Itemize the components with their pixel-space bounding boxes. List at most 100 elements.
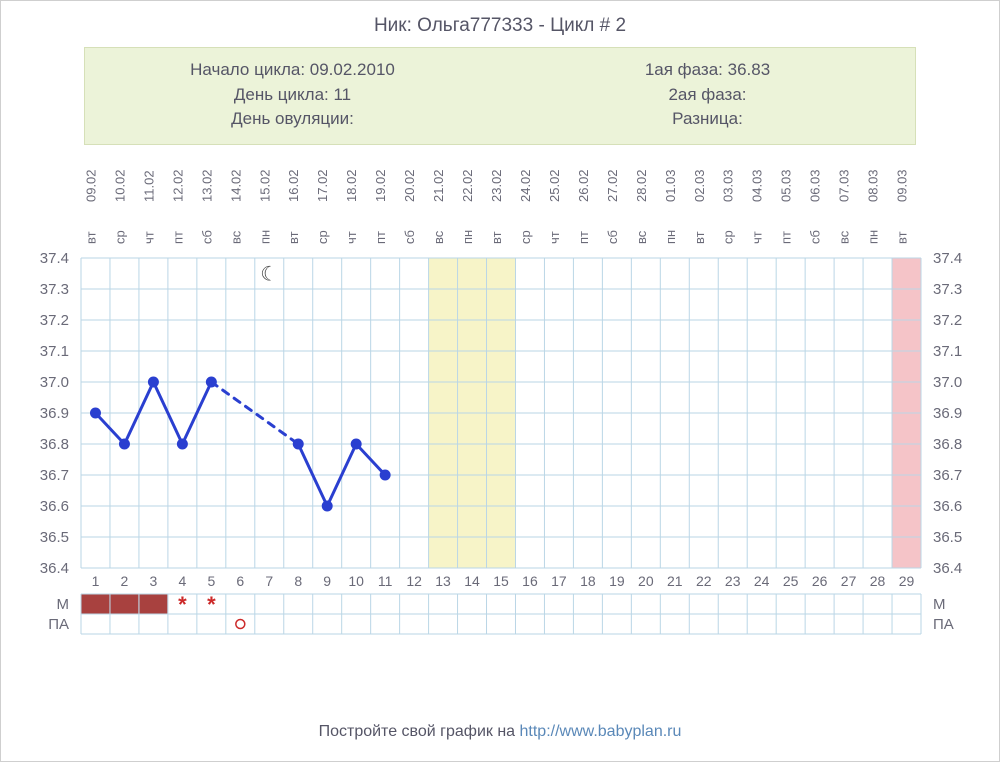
svg-text:ср: ср (518, 230, 533, 244)
svg-text:ср: ср (721, 230, 736, 244)
svg-text:21.02: 21.02 (431, 169, 446, 202)
svg-text:37.0: 37.0 (933, 374, 962, 391)
svg-text:03.03: 03.03 (721, 169, 736, 202)
svg-text:37.1: 37.1 (40, 343, 69, 360)
footer-link[interactable]: http://www.babyplan.ru (520, 723, 682, 740)
svg-text:М: М (57, 596, 70, 613)
svg-text:вс: вс (228, 230, 243, 244)
svg-text:37.2: 37.2 (40, 312, 69, 329)
svg-text:37.3: 37.3 (933, 281, 962, 298)
svg-text:37.2: 37.2 (933, 312, 962, 329)
ovulation-day: День овуляции: (85, 107, 500, 132)
svg-text:*: * (207, 592, 216, 617)
svg-text:13.02: 13.02 (199, 169, 214, 202)
svg-text:36.6: 36.6 (40, 498, 69, 515)
svg-text:пн: пн (460, 230, 475, 244)
svg-text:36.4: 36.4 (40, 560, 69, 577)
svg-text:14: 14 (464, 573, 480, 589)
svg-text:16: 16 (522, 573, 538, 589)
svg-text:26.02: 26.02 (576, 169, 591, 202)
svg-text:пт: пт (779, 231, 794, 244)
svg-text:вс: вс (837, 230, 852, 244)
svg-text:16.02: 16.02 (286, 169, 301, 202)
svg-text:вт: вт (692, 231, 707, 244)
svg-text:01.03: 01.03 (663, 169, 678, 202)
svg-text:28: 28 (870, 573, 886, 589)
svg-text:36.9: 36.9 (933, 405, 962, 422)
svg-text:ПА: ПА (48, 616, 69, 633)
svg-text:чт: чт (344, 231, 359, 244)
svg-text:15: 15 (493, 573, 509, 589)
svg-text:17.02: 17.02 (315, 169, 330, 202)
svg-text:12: 12 (406, 573, 422, 589)
svg-text:13: 13 (435, 573, 451, 589)
svg-text:37.0: 37.0 (40, 374, 69, 391)
svg-text:19.02: 19.02 (373, 169, 388, 202)
svg-text:24.02: 24.02 (518, 169, 533, 202)
svg-text:25.02: 25.02 (547, 169, 562, 202)
svg-text:28.02: 28.02 (634, 169, 649, 202)
svg-text:22.02: 22.02 (460, 169, 475, 202)
svg-text:9: 9 (323, 573, 331, 589)
svg-text:20: 20 (638, 573, 654, 589)
svg-text:пт: пт (373, 231, 388, 244)
svg-text:17: 17 (551, 573, 567, 589)
svg-text:вт: вт (489, 231, 504, 244)
svg-text:36.7: 36.7 (40, 467, 69, 484)
svg-text:24: 24 (754, 573, 770, 589)
svg-text:вт: вт (83, 231, 98, 244)
svg-text:23: 23 (725, 573, 741, 589)
footer-note: Постройте свой график на http://www.baby… (1, 713, 999, 741)
phase-1: 1ая фаза: 36.83 (500, 58, 915, 83)
svg-text:чт: чт (750, 231, 765, 244)
svg-text:10: 10 (348, 573, 364, 589)
svg-text:36.9: 36.9 (40, 405, 69, 422)
svg-text:сб: сб (199, 230, 214, 244)
svg-text:09.03: 09.03 (895, 169, 910, 202)
svg-text:☾: ☾ (260, 263, 278, 285)
svg-text:06.03: 06.03 (808, 169, 823, 202)
svg-text:сб: сб (402, 230, 417, 244)
svg-text:36.6: 36.6 (933, 498, 962, 515)
svg-text:7: 7 (265, 573, 273, 589)
svg-text:09.02: 09.02 (83, 169, 98, 202)
svg-text:36.5: 36.5 (933, 529, 962, 546)
svg-text:27.02: 27.02 (605, 169, 620, 202)
svg-text:пт: пт (170, 231, 185, 244)
svg-text:36.7: 36.7 (933, 467, 962, 484)
svg-text:сб: сб (808, 230, 823, 244)
svg-text:36.5: 36.5 (40, 529, 69, 546)
svg-text:37.3: 37.3 (40, 281, 69, 298)
cycle-start: Начало цикла: 09.02.2010 (85, 58, 500, 83)
svg-text:20.02: 20.02 (402, 169, 417, 202)
bbt-chart: 36.436.436.536.536.636.636.736.736.836.8… (1, 153, 1000, 713)
svg-text:21: 21 (667, 573, 683, 589)
svg-text:11: 11 (378, 573, 393, 589)
svg-text:пт: пт (576, 231, 591, 244)
svg-text:12.02: 12.02 (170, 169, 185, 202)
cycle-info-box: Начало цикла: 09.02.2010 День цикла: 11 … (84, 47, 916, 145)
info-col-right: 1ая фаза: 36.83 2ая фаза: Разница: (500, 58, 915, 132)
svg-text:37.4: 37.4 (933, 250, 962, 267)
svg-text:пн: пн (257, 230, 272, 244)
svg-text:02.03: 02.03 (692, 169, 707, 202)
svg-text:8: 8 (294, 573, 302, 589)
svg-text:*: * (178, 592, 187, 617)
page-title: Ник: Ольга777333 - Цикл # 2 (1, 1, 999, 47)
svg-text:07.03: 07.03 (837, 169, 852, 202)
svg-text:22: 22 (696, 573, 712, 589)
svg-text:36.4: 36.4 (933, 560, 962, 577)
cycle-day: День цикла: 11 (85, 83, 500, 108)
svg-text:18.02: 18.02 (344, 169, 359, 202)
svg-text:36.8: 36.8 (40, 436, 69, 453)
svg-text:08.03: 08.03 (866, 169, 881, 202)
svg-text:5: 5 (207, 573, 215, 589)
svg-text:6: 6 (236, 573, 244, 589)
phase-diff: Разница: (500, 107, 915, 132)
svg-text:37.4: 37.4 (40, 250, 69, 267)
svg-text:26: 26 (812, 573, 828, 589)
svg-text:18: 18 (580, 573, 596, 589)
svg-text:05.03: 05.03 (779, 169, 794, 202)
svg-text:37.1: 37.1 (933, 343, 962, 360)
svg-text:04.03: 04.03 (750, 169, 765, 202)
